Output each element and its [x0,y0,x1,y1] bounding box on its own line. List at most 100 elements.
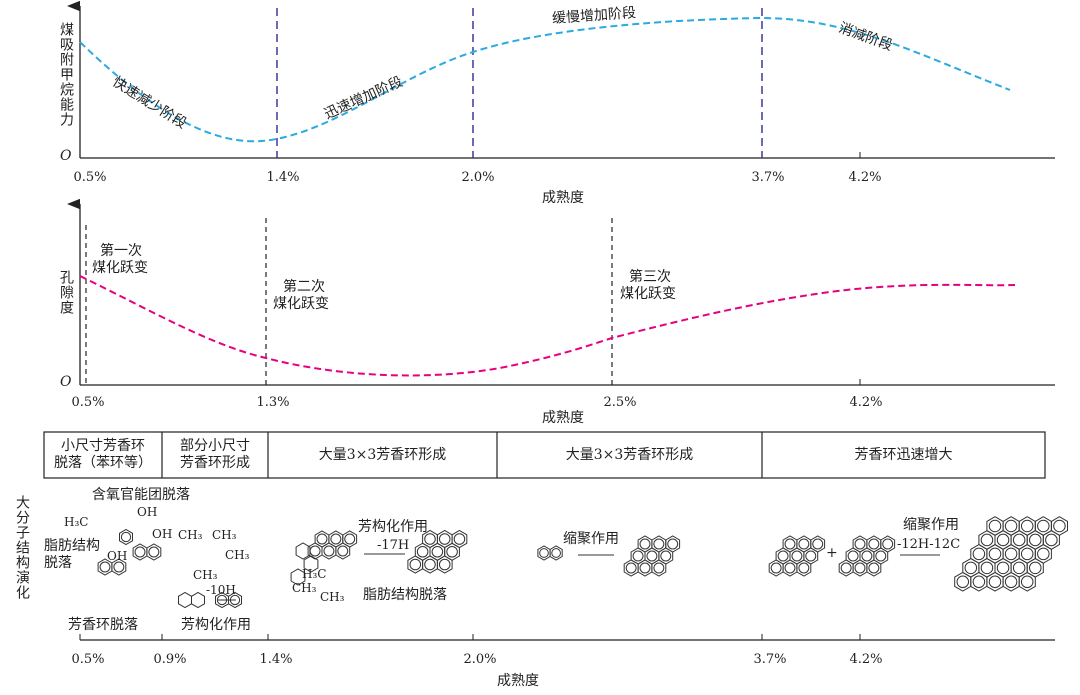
p1-tick: 0.5% [73,170,107,185]
aromatic-ring-circle [323,545,335,557]
aromatization-label: 芳构化作用 [181,617,251,633]
aromatic-ring-circle [1004,519,1018,533]
aromatic-ring-circle [229,594,241,606]
aromatic-ring-circle [784,562,796,574]
aromatic-ring-circle [1037,547,1050,561]
aromatic-ring-circle [798,538,810,550]
cell-text: 大量3×3芳香环形成 [565,446,694,463]
aromatic-ring-circle [653,538,665,550]
p2-tick: 2.5% [603,395,637,410]
aromatic-ring-circle [416,545,429,558]
p3-tick: 1.4% [259,652,293,667]
aromatization-label: 芳构化作用 [358,519,428,535]
p3-tick: 4.2% [849,652,883,667]
p1-x-label: 成熟度 [542,190,584,206]
aromatic-ring [651,559,667,577]
aromatic-ring-circle [337,545,349,557]
aromatic-ring-circle [1004,575,1018,589]
aromatic-ring-circle [1045,533,1058,547]
aromatic-ring-circle [424,533,436,545]
table-cell-2: 部分小尺寸 芳香环形成 [162,432,268,478]
aromatic-ring-circle [980,533,994,547]
cell-text: 大量3×3芳香环形成 [318,446,447,463]
cell-text: 芳香环形成 [180,455,250,471]
oh-label: OH [107,549,128,563]
p3-ticks [79,634,861,640]
aromatic-ring-circle [784,538,796,550]
aromatic-ring-circle [988,519,1002,533]
condensation-label: 缩聚作用 [903,517,959,533]
aromatic-ring-circle [113,561,125,573]
minus-17h-label: -17H [377,538,410,553]
aromatic-ring-circle [868,538,880,550]
aromatic-ring-circle [956,575,970,589]
aromatic-ring-circle [1037,519,1050,533]
aromatic-ring [111,558,127,576]
aromatic-ring-circle [791,550,803,562]
aromatic-ring-circle [972,575,986,589]
aromatic-ring-circle [120,531,132,543]
aromatic-ring-circle [854,562,866,574]
p2-x-label: 成熟度 [542,410,584,426]
minus-12h-12c-label: -12H-12C [897,537,961,552]
p1-y-label: 煤吸附甲烷能力 [58,22,74,127]
aromatic-ring [303,555,319,573]
p3-x-label: 成熟度 [497,673,539,689]
cell-text: 小尺寸芳香环 [61,438,145,454]
aromatic-ring-circle [798,562,810,574]
oh-label: OH [137,505,158,519]
p1-tick: 3.7% [751,170,785,185]
cell-text: 部分小尺寸 [180,438,250,454]
aromatic-ring-circle [134,546,146,558]
aromatic-ring-circle [1012,561,1026,575]
p1-tick: 2.0% [461,170,495,185]
porosity-curve [79,275,1016,377]
aromatic-ring [335,542,351,560]
aromatic-ring-circle [216,594,228,606]
aromatic-ring-circle [632,550,644,562]
jump-1-line1: 第一次 [100,243,142,259]
aromatic-ring-circle [424,558,436,571]
aromatic-ring-circle [972,547,986,561]
p2-tick: 4.2% [849,395,883,410]
aromatic-ring-circle [868,562,880,574]
aromatic-ring-circle [1004,547,1018,561]
aromatic-ring-circle [148,546,160,558]
aromatic-ring-circle [344,533,356,545]
aliphatic-label: 脂肪结构 [44,538,100,554]
p3-tick: 0.9% [153,652,187,667]
p2-origin: O [60,374,72,390]
aromatic-ring-circle [660,550,672,562]
p2-y-label: 孔隙度 [58,270,74,315]
p3-tick: 3.7% [753,652,787,667]
aromatic-ring [290,568,306,586]
aromatic-ring [295,542,311,560]
aromatic-ring [178,591,192,609]
aromatic-ring-circle [639,562,651,574]
aromatic-ring-circle [840,562,852,574]
oh-label: OH [152,527,173,541]
aromatic-ring-circle [988,547,1002,561]
aromatic-ring-circle [409,558,422,571]
p1-tick: 1.4% [266,170,300,185]
aromatic-ring-circle [646,550,658,562]
aromatic-ring-circle [438,533,451,545]
aromatic-ring-circle [653,562,665,574]
aromatic-ring-circle [882,538,894,550]
aromatic-ring-circle [1020,547,1034,561]
aromatic-ring-circle [861,550,873,562]
aliphatic-loss-label: 脂肪结构脱落 [363,587,447,603]
ch3-label: CH₃ [212,528,237,542]
aromatic-ring-circle [446,545,458,558]
jump-3-line1: 第三次 [629,269,671,285]
table-cell-4: 大量3×3芳香环形成 [497,432,762,478]
aromatic-ring-circle [1020,519,1034,533]
aromatic-ring-circle [875,550,887,562]
aromatic-ring-circle [777,550,789,562]
aromatic-ring-circle [453,533,466,545]
p1-tick: 4.2% [848,170,882,185]
aromatic-ring-circle [964,561,978,575]
aromatic-ring-circle [1012,533,1026,547]
h3c-label: H₃C [64,515,89,529]
